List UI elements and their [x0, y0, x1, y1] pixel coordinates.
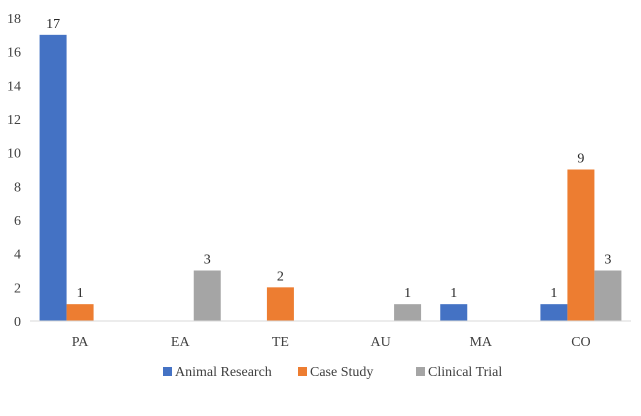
legend-label: Animal Research: [175, 365, 272, 380]
x-tick-label: MA: [469, 335, 492, 350]
bar-clinical-trial-ea: [193, 270, 221, 321]
bar-clinical-trial-au: [394, 304, 422, 321]
data-label: 2: [277, 269, 284, 284]
x-tick-label: EA: [171, 335, 191, 350]
y-axis-ticks: 0 2 4 6 8 10 12 14 16 18: [7, 12, 21, 330]
y-tick-label: 8: [14, 180, 21, 195]
legend-swatch: [163, 367, 172, 376]
legend-swatch: [416, 367, 425, 376]
legend-swatch: [298, 367, 307, 376]
legend-label: Clinical Trial: [428, 365, 502, 380]
bar-case-study-te: [266, 287, 294, 321]
y-tick-label: 6: [14, 214, 21, 229]
x-tick-label: TE: [272, 335, 289, 350]
x-tick-label: PA: [72, 335, 90, 350]
bar-clinical-trial-co: [594, 270, 622, 321]
data-label: 9: [577, 152, 584, 167]
bars: [39, 34, 622, 321]
data-labels: 17 1 3 2 1 1 1 9 3: [46, 17, 611, 301]
bar-animal-research-pa: [39, 34, 67, 321]
data-label: 1: [450, 286, 457, 301]
data-label: 3: [604, 253, 611, 268]
bar-case-study-co: [567, 169, 595, 321]
data-label: 1: [77, 286, 84, 301]
bar-animal-research-ma: [440, 304, 468, 321]
y-tick-label: 10: [7, 147, 21, 162]
x-tick-label: AU: [370, 335, 390, 350]
data-label: 1: [404, 286, 411, 301]
y-tick-label: 18: [7, 12, 21, 27]
y-tick-label: 0: [14, 315, 21, 330]
y-tick-label: 2: [14, 281, 21, 296]
y-tick-label: 16: [7, 46, 21, 61]
data-label: 1: [550, 286, 557, 301]
data-label: 17: [46, 17, 60, 32]
data-label: 3: [204, 253, 211, 268]
y-tick-label: 14: [7, 79, 21, 94]
x-tick-label: CO: [571, 335, 590, 350]
bar-animal-research-co: [540, 304, 568, 321]
x-axis-labels: PA EA TE AU MA CO: [72, 335, 591, 350]
y-tick-label: 12: [7, 113, 21, 128]
legend: Animal Research Case Study Clinical Trial: [163, 365, 502, 380]
bar-case-study-pa: [66, 304, 94, 321]
y-tick-label: 4: [14, 248, 21, 263]
legend-label: Case Study: [310, 365, 373, 380]
